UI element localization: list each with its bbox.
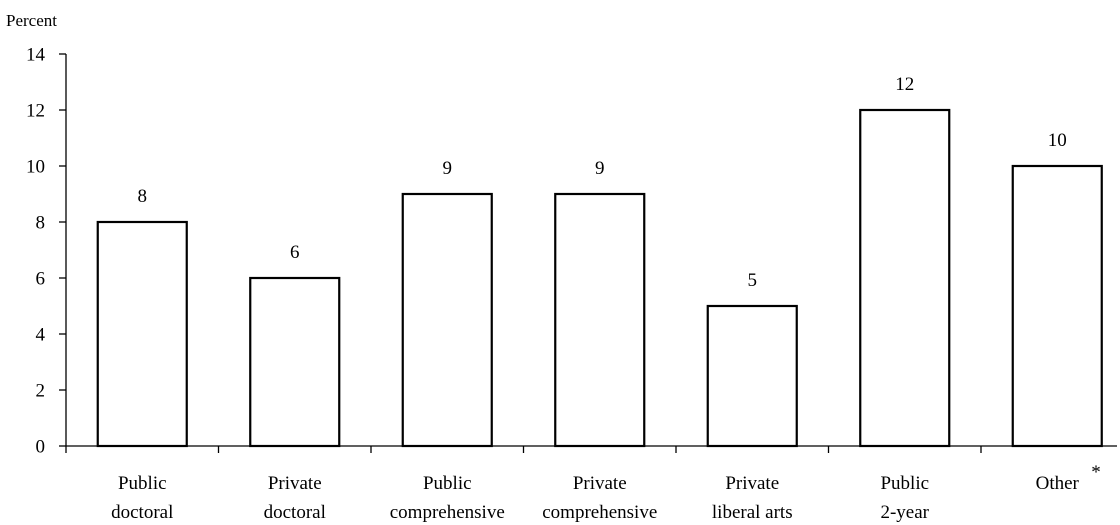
category-label: comprehensive <box>390 502 505 523</box>
category-labels: Public doctoral Private doctoral Public compr… <box>111 462 1101 523</box>
data-label: 8 <box>138 186 148 207</box>
y-tick-label: 14 <box>26 45 46 66</box>
data-labels: 8 6 9 9 5 12 10 <box>138 74 1067 291</box>
category-label: Other <box>1036 473 1080 494</box>
category-label: Private <box>573 473 627 494</box>
category-label: Public <box>118 473 167 494</box>
bars <box>96 108 1103 448</box>
category-label: Private <box>268 473 322 494</box>
y-axis: 0 2 4 6 8 10 12 14 <box>26 45 67 458</box>
category-label: Private <box>725 473 779 494</box>
y-tick-label: 10 <box>26 157 45 178</box>
data-label: 5 <box>748 270 758 291</box>
y-tick-label: 2 <box>36 381 46 402</box>
y-tick-label: 0 <box>36 437 46 458</box>
y-axis-title: Percent <box>6 11 57 30</box>
bar <box>706 304 798 448</box>
bar <box>96 220 188 448</box>
bar <box>1011 164 1103 448</box>
bar <box>401 192 493 448</box>
y-tick-label: 6 <box>36 269 46 290</box>
category-label: doctoral <box>264 502 326 523</box>
category-footnote-marker: * <box>1091 462 1101 483</box>
data-label: 10 <box>1048 130 1067 151</box>
category-label: comprehensive <box>542 502 657 523</box>
category-label: doctoral <box>111 502 173 523</box>
bar <box>554 192 646 448</box>
category-label: liberal arts <box>712 502 793 523</box>
data-label: 6 <box>290 242 300 263</box>
bar <box>249 276 341 448</box>
y-tick-label: 12 <box>26 101 45 122</box>
category-label: Public <box>423 473 472 494</box>
data-label: 9 <box>443 158 453 179</box>
category-label: 2-year <box>880 502 929 523</box>
y-tick-label: 8 <box>36 213 46 234</box>
y-tick-label: 4 <box>36 325 46 346</box>
data-label: 12 <box>895 74 914 95</box>
bar <box>859 108 951 448</box>
data-label: 9 <box>595 158 605 179</box>
category-label: Public <box>880 473 929 494</box>
